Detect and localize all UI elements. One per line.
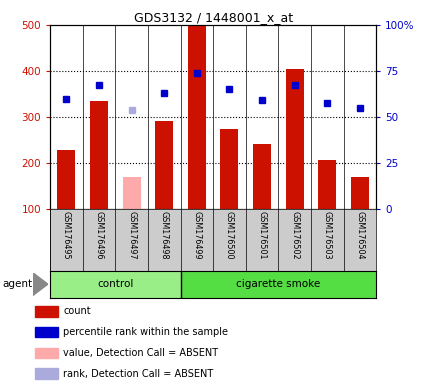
Bar	[35, 327, 58, 337]
Text: GSM176496: GSM176496	[94, 211, 103, 260]
Text: agent: agent	[2, 279, 32, 289]
Bar	[90, 101, 108, 209]
Bar	[35, 306, 58, 316]
Text: GSM176500: GSM176500	[224, 211, 233, 260]
Text: GSM176498: GSM176498	[159, 211, 168, 260]
Bar	[180, 271, 375, 298]
Bar	[50, 271, 180, 298]
Text: GSM176499: GSM176499	[192, 211, 201, 260]
Text: GSM176504: GSM176504	[355, 211, 364, 260]
Bar	[57, 150, 75, 209]
Bar	[253, 144, 270, 209]
Bar	[35, 348, 58, 358]
Text: GSM176497: GSM176497	[127, 211, 136, 260]
Text: GSM176501: GSM176501	[257, 211, 266, 260]
Text: percentile rank within the sample: percentile rank within the sample	[63, 327, 227, 337]
Bar	[122, 177, 140, 209]
Bar	[285, 69, 303, 209]
Bar	[187, 26, 205, 209]
Bar	[350, 177, 368, 209]
Text: rank, Detection Call = ABSENT: rank, Detection Call = ABSENT	[63, 369, 213, 379]
Text: GSM176503: GSM176503	[322, 211, 331, 260]
Bar	[220, 129, 238, 209]
Text: GSM176495: GSM176495	[62, 211, 71, 260]
Title: GDS3132 / 1448001_x_at: GDS3132 / 1448001_x_at	[133, 11, 292, 24]
Bar	[155, 121, 173, 209]
Text: value, Detection Call = ABSENT: value, Detection Call = ABSENT	[63, 348, 218, 358]
Text: cigarette smoke: cigarette smoke	[236, 279, 320, 289]
Text: control: control	[97, 279, 133, 289]
Text: count: count	[63, 306, 91, 316]
Text: GSM176502: GSM176502	[289, 211, 299, 260]
Bar	[318, 159, 335, 209]
Bar	[35, 369, 58, 379]
Polygon shape	[33, 273, 48, 296]
